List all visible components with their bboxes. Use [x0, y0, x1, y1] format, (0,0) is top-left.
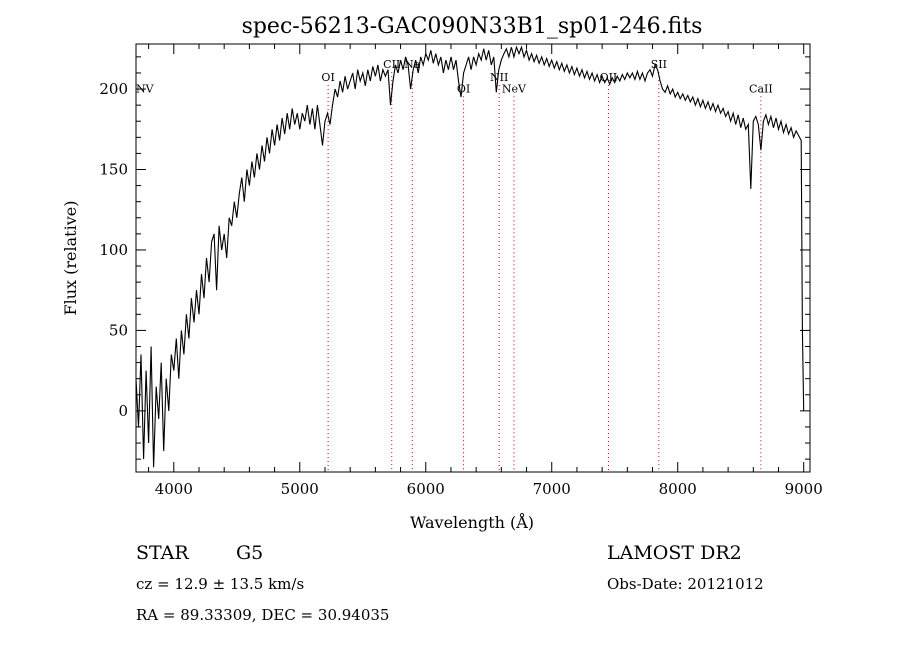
y-tick-label: 200 [99, 80, 128, 98]
y-tick-label: 150 [99, 161, 128, 179]
x-tick-label: 7000 [533, 480, 571, 498]
survey-name: LAMOST DR2 [607, 542, 742, 564]
x-tick-label: 8000 [659, 480, 697, 498]
x-axis-ticks: 4000 5000 6000 7000 8000 9000 [148, 44, 823, 498]
object-class: STAR [136, 542, 189, 564]
x-axis-label: Wavelength (Å) [410, 512, 534, 532]
spectrum-series-line [135, 45, 805, 468]
plot-frame [135, 43, 811, 473]
object-subclass: G5 [236, 542, 263, 564]
spectral-line-label: NeV [502, 82, 527, 95]
y-tick-label: 100 [99, 241, 128, 259]
x-tick-label: 4000 [155, 480, 193, 498]
y-tick-label: 50 [109, 321, 128, 339]
x-tick-label: 5000 [281, 480, 319, 498]
x-tick-label: 9000 [785, 480, 823, 498]
y-axis-label: Flux (relative) [61, 201, 80, 316]
spectral-line-label: OI [321, 71, 334, 84]
spectral-line-label: SII [651, 58, 667, 71]
coordinates: RA = 89.33309, DEC = 30.94035 [136, 606, 389, 624]
y-axis-ticks: 0 50 100 150 200 [99, 56, 810, 460]
spectral-line-label: CII [383, 58, 400, 71]
x-tick-label: 6000 [407, 480, 445, 498]
redshift-info: cz = 12.9 ± 13.5 km/s [136, 575, 304, 593]
obs-date: Obs-Date: 20121012 [607, 575, 764, 593]
y-tick-label: 0 [118, 402, 128, 420]
chart-title: spec-56213-GAC090N33B1_sp01-246.fits [242, 14, 703, 39]
spectral-line-label: NV [136, 82, 155, 95]
spectral-line-label: CaII [749, 82, 773, 95]
